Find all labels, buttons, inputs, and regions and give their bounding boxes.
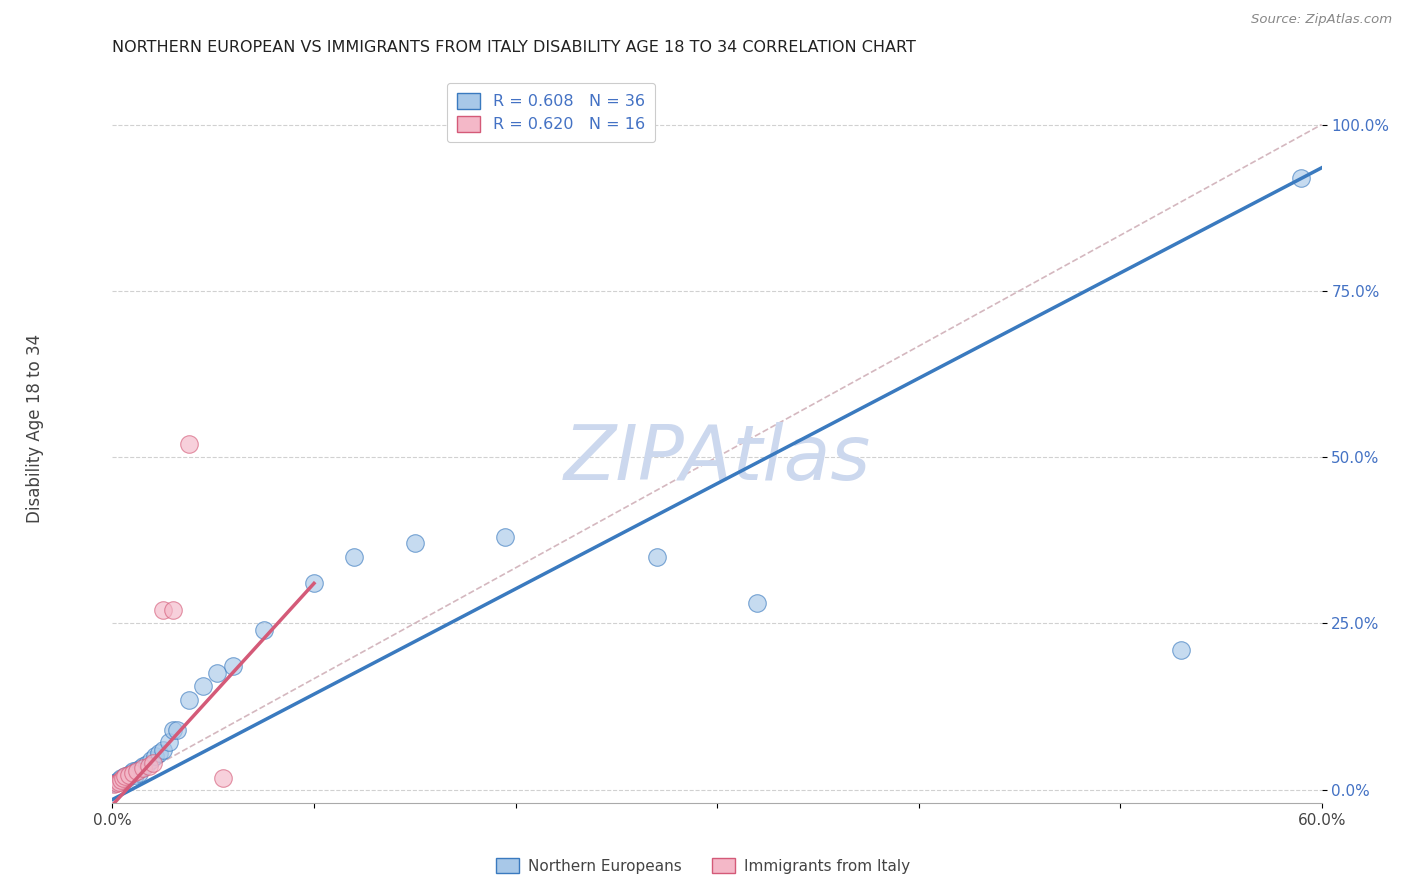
Point [152,603,174,617]
Point [110,771,132,785]
Point [138,759,160,773]
Point [111,773,134,788]
Point [121,765,143,780]
Legend: R = 0.608   N = 36, R = 0.620   N = 16: R = 0.608 N = 36, R = 0.620 N = 16 [447,83,655,142]
Point [253,623,276,637]
Point [142,756,165,770]
Point [148,746,170,760]
Point [343,549,366,564]
Point [103,777,125,791]
Point [207,666,229,681]
Point [177,436,200,450]
Point [114,769,136,783]
Text: NORTHERN EUROPEAN VS IMMIGRANTS FROM ITALY DISABILITY AGE 18 TO 34 CORRELATION C: NORTHERN EUROPEAN VS IMMIGRANTS FROM ITA… [112,40,917,55]
Point [111,771,134,785]
Point [191,680,214,694]
Point [177,692,200,706]
Point [495,530,517,544]
Text: Disability Age 18 to 34: Disability Age 18 to 34 [27,334,44,523]
Point [125,763,148,777]
Text: Source: ZipAtlas.com: Source: ZipAtlas.com [1251,13,1392,27]
Point [105,774,128,789]
Point [129,761,152,775]
Point [302,576,325,591]
Point [110,772,132,787]
Point [1170,643,1192,657]
Point [139,753,162,767]
Point [115,771,138,785]
Point [107,774,129,789]
Point [124,768,146,782]
Point [645,549,668,564]
Point [166,723,188,737]
Point [114,769,136,783]
Point [135,757,157,772]
Point [162,603,184,617]
Point [157,734,180,748]
Point [132,761,155,775]
Point [103,776,125,790]
Legend: Northern Europeans, Immigrants from Italy: Northern Europeans, Immigrants from Ital… [489,852,917,880]
Point [143,749,166,764]
Point [105,776,128,790]
Point [222,659,245,673]
Point [132,759,155,773]
Point [1291,170,1313,185]
Point [212,771,235,785]
Point [404,536,426,550]
Point [107,772,129,787]
Point [121,764,143,778]
Point [128,765,150,780]
Point [747,596,769,610]
Point [152,742,174,756]
Text: ZIPAtlas: ZIPAtlas [564,422,870,496]
Point [120,765,142,780]
Point [117,768,139,782]
Point [125,764,148,778]
Point [162,723,184,737]
Point [117,768,139,782]
